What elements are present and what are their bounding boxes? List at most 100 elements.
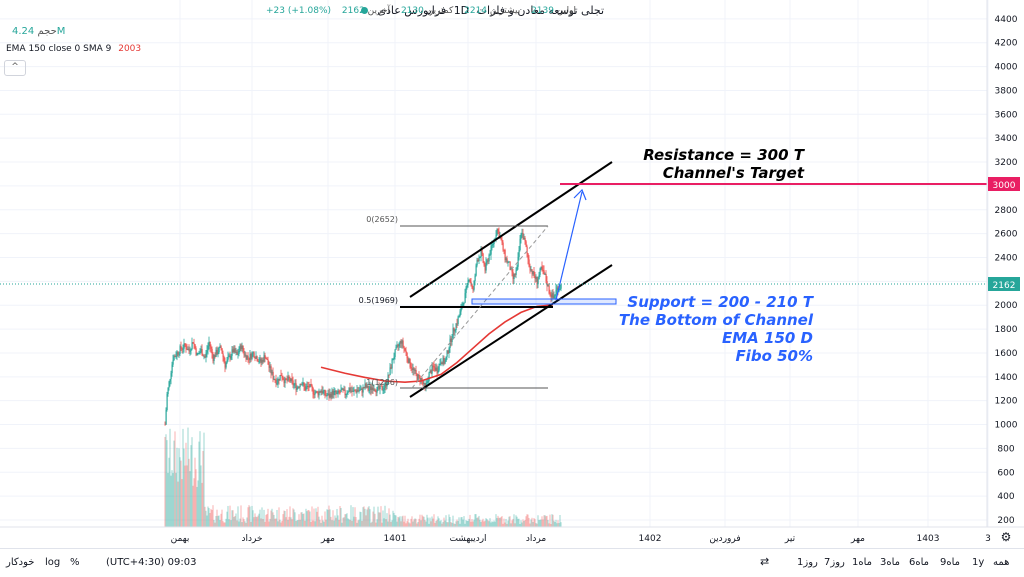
candle-body: [221, 348, 223, 354]
range-9m[interactable]: 9ماه: [940, 557, 961, 568]
volume-bar: [316, 511, 318, 527]
volume-bar: [322, 520, 324, 527]
channel-lower-line[interactable]: [409, 264, 613, 398]
candle-body: [415, 370, 417, 374]
price-tick-label: 3600: [995, 110, 1018, 120]
volume-bar: [560, 522, 562, 527]
candle-body: [215, 349, 217, 357]
volume-bar: [207, 506, 209, 527]
volume-bar: [332, 510, 334, 527]
candle-body: [525, 241, 527, 247]
channel-upper-line[interactable]: [409, 161, 613, 298]
log-toggle[interactable]: log: [45, 557, 61, 568]
volume-bar: [220, 513, 222, 527]
candle-body: [219, 346, 221, 348]
candle-body: [337, 390, 339, 394]
range-1y[interactable]: 1y: [972, 557, 985, 568]
candle-body: [518, 250, 520, 257]
candle-body: [186, 349, 188, 351]
candle-body: [371, 387, 373, 391]
candle-body: [333, 390, 335, 395]
timezone-label[interactable]: (UTC+4:30) 09:03: [106, 557, 197, 568]
candle-body: [394, 349, 396, 357]
volume-bar: [475, 514, 477, 527]
auto-toggle[interactable]: خودکار: [6, 557, 35, 568]
candle-body: [251, 353, 253, 359]
candle-body: [289, 377, 291, 382]
candle-body: [171, 364, 173, 374]
candle-body: [511, 268, 513, 273]
range-7d[interactable]: 7روز: [824, 557, 845, 568]
range-6m[interactable]: 6ماه: [909, 557, 930, 568]
candle-body: [200, 349, 202, 353]
candle-body: [199, 352, 201, 354]
candle-body: [222, 353, 224, 357]
volume-bar: [429, 517, 431, 527]
resistance-price-tag: [988, 177, 1020, 191]
candle-body: [373, 389, 375, 391]
volume-bar: [273, 514, 275, 527]
candle-body: [480, 249, 482, 258]
collapse-legend-button[interactable]: ^: [4, 60, 26, 76]
volume-bar: [227, 505, 229, 527]
chart-canvas[interactable]: 0(2652) 0.5(1969) 1(1286) Resistance = 3…: [0, 0, 1024, 548]
candle-body: [536, 276, 538, 285]
volume-bar: [375, 522, 377, 527]
interval-label[interactable]: 1D: [453, 4, 470, 17]
volume-bar: [368, 506, 370, 527]
indicator-legend[interactable]: EMA 150 close 0 SMA 9 2003: [6, 44, 141, 54]
candle-body: [304, 386, 306, 391]
candle-body: [234, 348, 236, 353]
support-box[interactable]: [471, 298, 617, 305]
volume-bar: [404, 515, 406, 527]
candle-body: [354, 390, 356, 392]
candle-body: [169, 379, 171, 382]
range-1d[interactable]: 1روز: [797, 557, 818, 568]
candle-body: [528, 259, 530, 267]
volume-bar: [210, 508, 212, 527]
volume-bar: [417, 521, 419, 527]
symbol-name[interactable]: تجلی توسعه معادن و فلزات: [476, 4, 604, 17]
candle-body: [460, 307, 462, 312]
candle-body: [346, 392, 348, 394]
candle-body: [316, 391, 318, 393]
candle-body: [401, 340, 403, 344]
candle-body: [299, 384, 301, 388]
volume-bar: [540, 519, 542, 527]
range-3m[interactable]: 3ماه: [880, 557, 901, 568]
last-price-tag: [988, 277, 1020, 291]
candle-body: [558, 288, 560, 292]
time-axis[interactable]: بهمن خرداد مهر 1401 اردیبهشت مرداد 1402 فروردین…: [171, 534, 991, 544]
volume-bar: [547, 519, 549, 527]
candle-body: [489, 254, 491, 256]
change-value: +23 (+1.08%): [266, 6, 332, 16]
range-1m[interactable]: 1ماه: [852, 557, 873, 568]
candle-body: [318, 391, 320, 396]
volume-bar: [212, 505, 214, 527]
candle-body: [472, 288, 474, 290]
date-range-icon[interactable]: ⇄: [760, 555, 770, 568]
candle-body: [507, 261, 509, 263]
volume-bar: [405, 523, 407, 527]
volume-bar: [520, 520, 522, 527]
volume-bar: [441, 523, 443, 527]
volume-bar: [225, 518, 227, 527]
volume-bar: [395, 515, 397, 527]
settings-icon[interactable]: ⚙: [1001, 530, 1012, 544]
candle-body: [306, 386, 308, 388]
candle-body: [310, 384, 312, 386]
range-all[interactable]: همه: [993, 557, 1010, 568]
price-axis[interactable]: 2004006008001000120014001600180020002200…: [995, 15, 1018, 526]
candle-body: [481, 249, 483, 254]
volume-bar: [468, 518, 470, 527]
candle-body: [205, 352, 207, 358]
volume-bar: [480, 521, 482, 527]
percent-toggle[interactable]: %: [70, 557, 80, 568]
candle-body: [504, 249, 506, 261]
candle-body: [466, 283, 468, 288]
candle-body: [393, 356, 395, 360]
volume-bar: [493, 520, 495, 527]
indicator-value: 2003: [118, 44, 142, 54]
candle-body: [526, 246, 528, 254]
price-tick-label: 1000: [995, 421, 1018, 431]
